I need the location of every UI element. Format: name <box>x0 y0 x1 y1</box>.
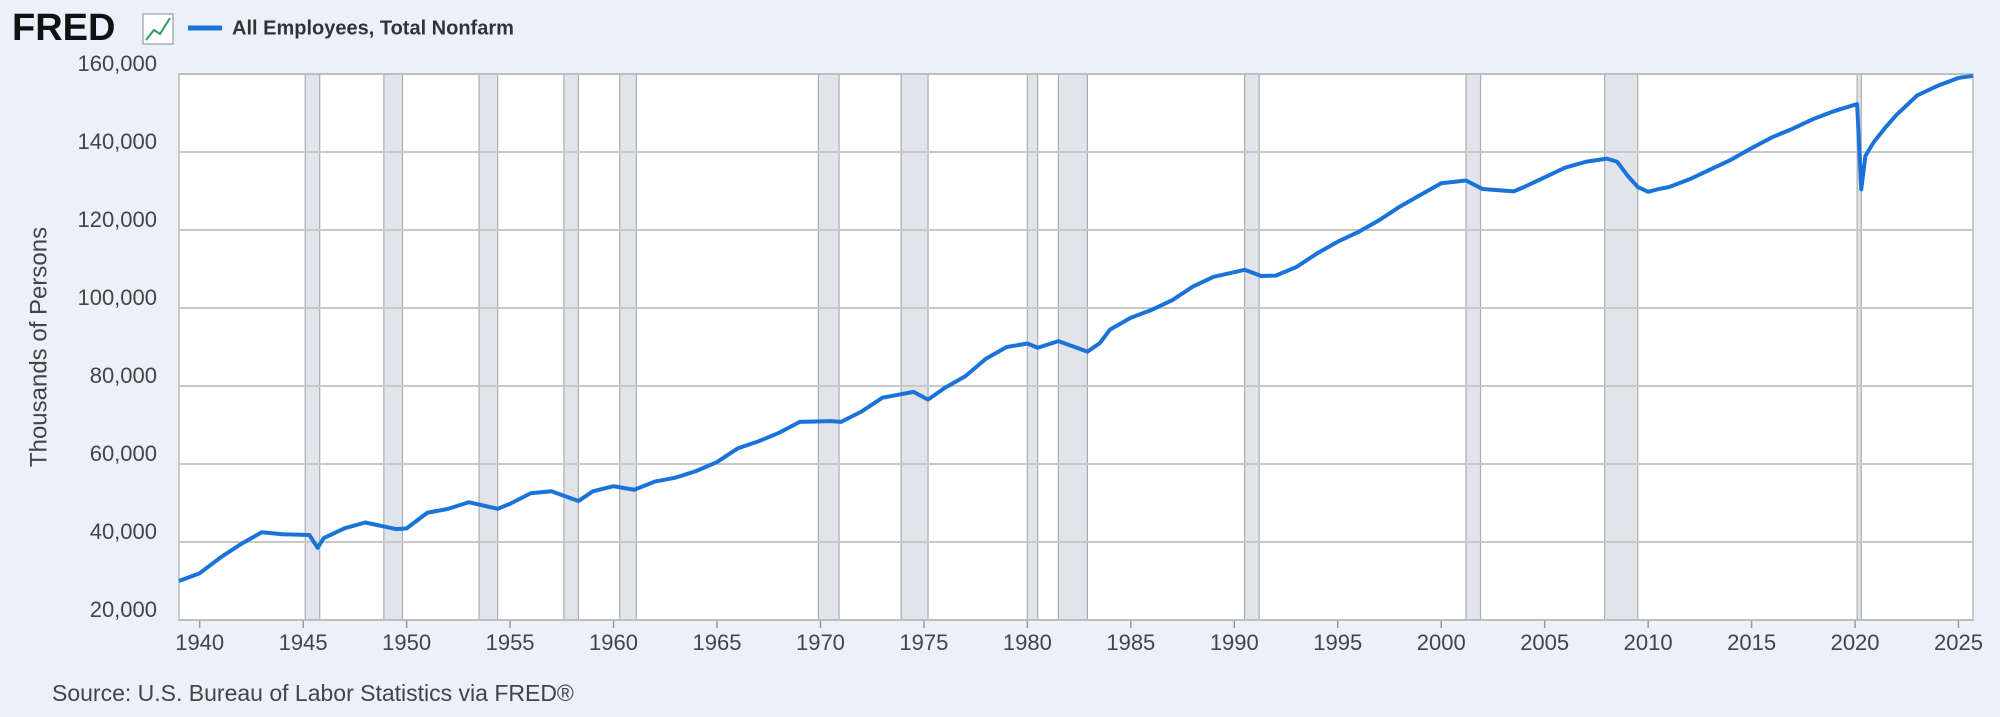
brand-icon-line <box>145 17 171 41</box>
x-tick-label: 1965 <box>693 630 742 655</box>
x-tick-label: 1945 <box>279 630 328 655</box>
y-tick-label: 140,000 <box>77 129 157 154</box>
y-tick-label: 20,000 <box>90 597 157 622</box>
x-tick-label: 2020 <box>1831 630 1880 655</box>
brand: FRED <box>12 7 115 49</box>
recession-band <box>563 73 579 621</box>
x-tick-label: 2025 <box>1934 630 1983 655</box>
recession-band <box>383 73 404 621</box>
x-tick-label: 1950 <box>382 630 431 655</box>
recession-band <box>619 73 637 621</box>
y-tick-label: 100,000 <box>77 285 157 310</box>
y-axis-label: Thousands of Persons <box>25 227 52 467</box>
recession-band <box>478 73 499 621</box>
recession-band <box>1604 73 1639 621</box>
x-tick-label: 1940 <box>175 630 224 655</box>
x-tick-label: 1970 <box>796 630 845 655</box>
y-tick-label: 80,000 <box>90 363 157 388</box>
y-tick-label: 40,000 <box>90 519 157 544</box>
recession-band <box>817 73 840 621</box>
x-tick-label: 2010 <box>1624 630 1673 655</box>
x-tick-label: 2000 <box>1417 630 1466 655</box>
plot-border <box>178 73 1974 621</box>
series-line <box>178 73 1974 583</box>
x-tick-label: 2005 <box>1520 630 1569 655</box>
y-tick-label: 160,000 <box>77 51 157 76</box>
x-tick-label: 1955 <box>486 630 535 655</box>
x-tick-label: 1985 <box>1106 630 1155 655</box>
x-tick-label: 1990 <box>1210 630 1259 655</box>
x-tick-label: 1995 <box>1313 630 1362 655</box>
recession-band <box>1244 73 1260 621</box>
legend-label: All Employees, Total Nonfarm <box>232 17 514 39</box>
source: Source: U.S. Bureau of Labor Statistics … <box>52 680 574 706</box>
y-tick-label: 60,000 <box>90 441 157 466</box>
x-tick-label: 2015 <box>1727 630 1776 655</box>
x-tick-label: 1975 <box>899 630 948 655</box>
recession-band <box>1465 73 1482 621</box>
recession-band <box>900 73 929 621</box>
x-tick-label: 1980 <box>1003 630 1052 655</box>
x-tick-label: 1960 <box>589 630 638 655</box>
y-tick-label: 120,000 <box>77 207 157 232</box>
